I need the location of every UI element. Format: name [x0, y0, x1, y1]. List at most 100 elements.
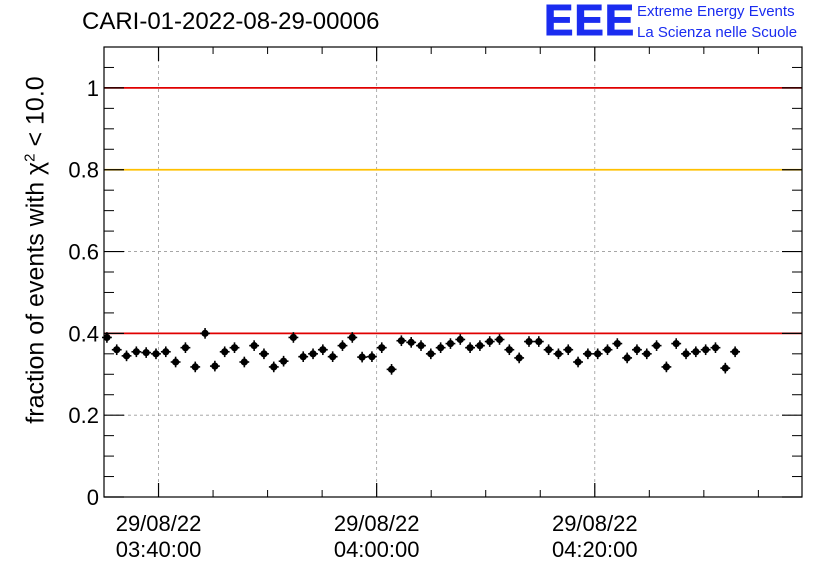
x-tick-label-date: 29/08/22 — [116, 511, 202, 536]
data-marker — [348, 333, 356, 342]
data-marker — [662, 363, 670, 371]
data-marker — [279, 357, 288, 365]
eee-logo: EEE Extreme Energy Events La Scienza nel… — [540, 0, 836, 48]
data-point — [720, 362, 731, 374]
data-marker — [672, 339, 680, 348]
data-marker — [427, 350, 435, 358]
y-tick-label: 0.4 — [68, 321, 99, 346]
data-marker — [270, 363, 278, 371]
data-point — [298, 351, 309, 362]
data-point — [524, 336, 534, 347]
data-point — [445, 338, 456, 349]
data-marker — [378, 344, 386, 352]
data-marker — [495, 335, 504, 344]
y-tick-label: 0.6 — [68, 240, 99, 265]
data-point — [367, 351, 377, 362]
x-tick-label-time: 03:40:00 — [116, 537, 202, 562]
data-point — [190, 361, 201, 373]
data-marker — [623, 354, 631, 362]
data-marker — [172, 358, 180, 366]
data-marker — [260, 350, 268, 358]
data-marker — [574, 358, 582, 366]
data-marker — [181, 344, 190, 352]
data-point — [641, 348, 652, 360]
data-point — [121, 350, 132, 362]
data-marker — [132, 348, 140, 356]
data-marker — [466, 344, 474, 352]
data-point — [347, 332, 358, 343]
data-marker — [731, 348, 739, 356]
data-point — [416, 340, 426, 351]
data-marker — [191, 363, 199, 371]
y-tick-label: 0 — [87, 485, 99, 510]
data-point — [700, 344, 711, 356]
data-point — [131, 346, 142, 358]
data-point — [435, 342, 446, 353]
data-point — [209, 360, 220, 372]
data-point — [278, 355, 289, 367]
data-marker — [329, 353, 337, 361]
data-point — [494, 334, 505, 345]
data-point — [386, 364, 397, 375]
data-marker — [162, 348, 170, 356]
data-point — [259, 348, 269, 360]
data-point — [573, 356, 583, 368]
data-marker — [221, 348, 229, 356]
data-point — [710, 342, 721, 353]
data-marker — [702, 346, 710, 354]
data-points-layer — [102, 328, 741, 375]
data-marker — [309, 350, 317, 358]
reference-lines-layer — [104, 87, 802, 335]
data-marker — [603, 346, 612, 354]
data-point — [151, 348, 161, 360]
data-marker — [535, 337, 543, 346]
x-tick-label-date: 29/08/22 — [334, 511, 420, 536]
data-point — [612, 338, 623, 349]
data-marker — [584, 350, 592, 358]
data-point — [337, 340, 348, 351]
data-marker — [240, 358, 248, 366]
data-marker — [437, 344, 445, 352]
data-marker — [456, 335, 464, 344]
data-point — [514, 352, 525, 364]
data-marker — [692, 348, 700, 356]
eee-logo-mark: EEE — [543, 0, 636, 46]
data-marker — [594, 350, 602, 358]
data-point — [504, 344, 515, 356]
data-point — [533, 336, 544, 347]
y-tick-label: 1 — [87, 76, 99, 101]
x-tick-label-time: 04:00:00 — [334, 537, 420, 562]
data-marker — [142, 348, 150, 357]
data-point — [268, 361, 279, 373]
data-marker — [613, 339, 621, 348]
data-marker — [368, 353, 376, 361]
logo-line-scienza-scuole: La Scienza nelle Scuole — [637, 24, 798, 41]
data-marker — [633, 346, 641, 354]
data-point — [111, 344, 122, 356]
data-marker — [515, 354, 523, 362]
data-marker — [711, 344, 720, 352]
data-point — [602, 344, 613, 356]
data-marker — [338, 342, 347, 350]
data-point — [102, 332, 112, 343]
data-marker — [211, 362, 219, 370]
data-marker — [652, 342, 661, 350]
data-point — [690, 346, 701, 358]
data-point — [357, 351, 368, 363]
data-point — [170, 356, 181, 368]
data-marker — [299, 353, 307, 361]
data-marker — [358, 353, 366, 361]
data-marker — [554, 350, 563, 358]
data-marker — [397, 337, 405, 345]
data-marker — [545, 346, 553, 354]
data-marker — [682, 350, 690, 358]
data-marker — [122, 352, 131, 360]
data-point — [582, 348, 593, 360]
data-point — [553, 348, 564, 360]
chart-title: CARI-01-2022-08-29-00006 — [82, 8, 380, 35]
data-marker — [407, 338, 415, 346]
data-marker — [643, 350, 651, 358]
logo-line-extreme-energy-events: Extreme Energy Events — [637, 3, 795, 20]
plot-frame — [103, 46, 803, 498]
data-point — [563, 344, 574, 356]
